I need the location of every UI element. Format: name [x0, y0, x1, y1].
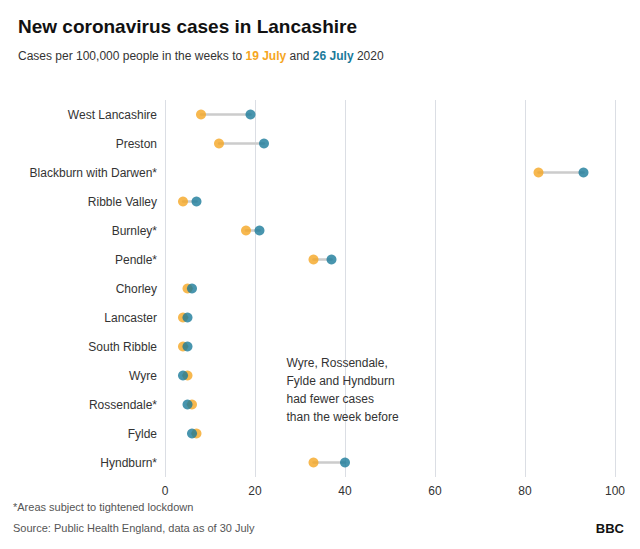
svg-text:Rossendale*: Rossendale*: [89, 398, 157, 412]
svg-text:Source: Public Health England,: Source: Public Health England, data as o…: [13, 522, 255, 534]
svg-text:0: 0: [162, 484, 169, 498]
svg-text:Burnley*: Burnley*: [112, 224, 158, 238]
svg-text:Chorley: Chorley: [116, 282, 157, 296]
svg-text:and: and: [286, 49, 313, 63]
svg-text:Hyndburn*: Hyndburn*: [100, 456, 157, 470]
svg-text:Lancaster: Lancaster: [104, 311, 157, 325]
svg-text:than the week before: than the week before: [287, 410, 399, 424]
svg-text:2020: 2020: [354, 49, 384, 63]
svg-text:Wyre: Wyre: [129, 369, 157, 383]
svg-text:60: 60: [428, 484, 442, 498]
svg-text:West Lancashire: West Lancashire: [68, 108, 157, 122]
svg-text:40: 40: [338, 484, 352, 498]
svg-text:New coronavirus cases in Lanca: New coronavirus cases in Lancashire: [18, 16, 357, 37]
svg-text:Fylde: Fylde: [128, 427, 158, 441]
svg-text:Cases per 100,000 people in th: Cases per 100,000 people in the weeks to: [18, 49, 245, 63]
svg-text:100: 100: [605, 484, 625, 498]
svg-text:20: 20: [248, 484, 262, 498]
svg-text:26 July: 26 July: [313, 49, 354, 63]
svg-text:Pendle*: Pendle*: [115, 253, 157, 267]
svg-text:Blackburn with Darwen*: Blackburn with Darwen*: [30, 166, 158, 180]
svg-text:Fylde and Hyndburn: Fylde and Hyndburn: [287, 374, 395, 388]
svg-text:South Ribble: South Ribble: [88, 340, 157, 354]
svg-text:19 July: 19 July: [245, 49, 286, 63]
svg-text:Ribble Valley: Ribble Valley: [88, 195, 157, 209]
svg-text:BBC: BBC: [596, 521, 625, 536]
svg-text:Wyre, Rossendale,: Wyre, Rossendale,: [287, 356, 388, 370]
svg-text:Preston: Preston: [116, 137, 157, 151]
svg-text:*Areas subject to tightened lo: *Areas subject to tightened lockdown: [13, 501, 193, 513]
svg-text:80: 80: [518, 484, 532, 498]
svg-text:had fewer cases: had fewer cases: [287, 392, 374, 406]
